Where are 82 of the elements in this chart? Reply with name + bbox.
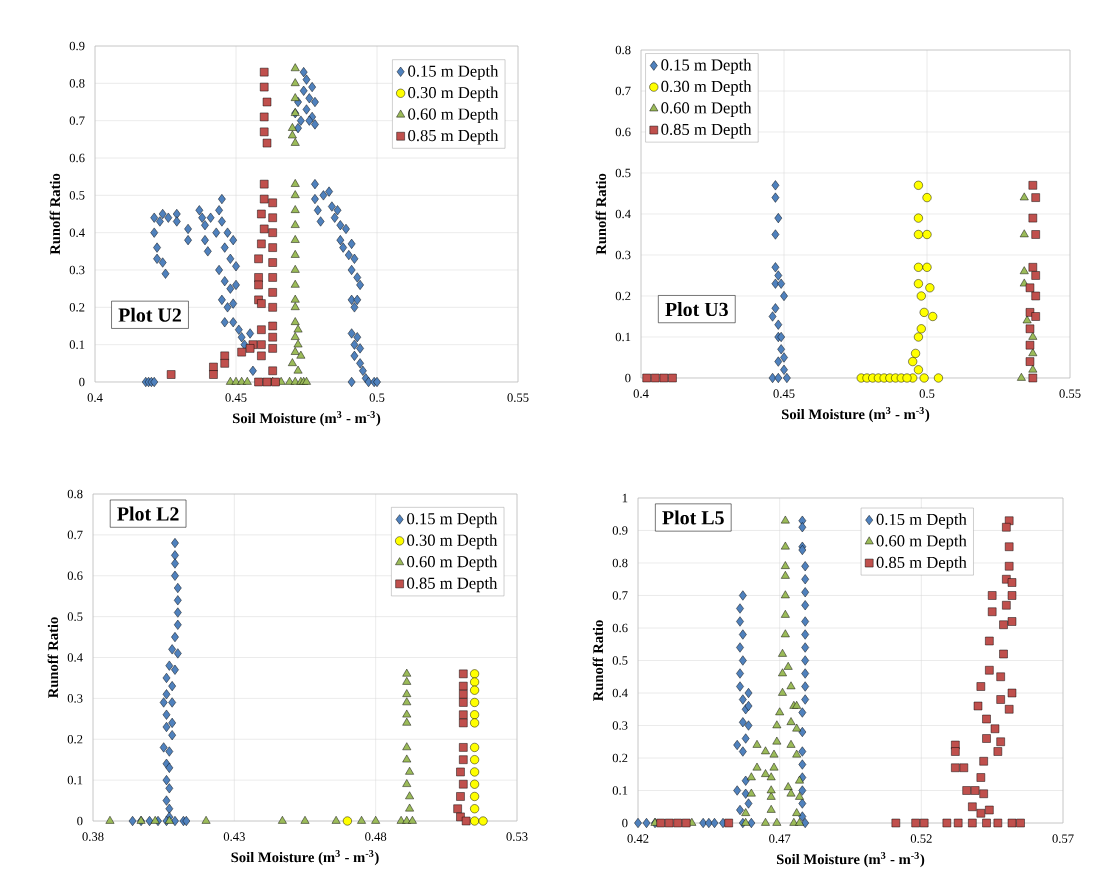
- legend-label: 0.30 m Depth: [407, 534, 498, 550]
- y-tick-label: 0.4: [615, 209, 631, 219]
- y-tick-label: 0.8: [69, 79, 85, 88]
- legend-label: 0.30 m Depth: [661, 80, 752, 96]
- x-tick-label: 0.42: [627, 834, 649, 843]
- y-axis-title: Runoff Ratio: [47, 617, 59, 699]
- x-tick-label: 0.5: [919, 389, 935, 398]
- y-tick-label: 0: [625, 373, 631, 383]
- annotation: Plot U2: [118, 307, 181, 322]
- y-tick-label: 0.5: [69, 191, 85, 200]
- y-tick-label: 0: [79, 377, 85, 387]
- y-tick-label: 0.6: [69, 153, 85, 163]
- x-axis-title: Soil Moisture (m$^{3}$ - m$^{-3}$): [232, 411, 381, 427]
- y-axis-title: Runoff Ratio: [49, 173, 61, 255]
- y-tick-label: 0.4: [612, 688, 628, 698]
- y-tick-label: 0.4: [67, 653, 83, 662]
- legend-label: 0.85 m Depth: [407, 577, 498, 593]
- y-tick-label: 0.1: [67, 775, 83, 785]
- x-tick-label: 0.43: [223, 832, 245, 841]
- legend-label: 0.15 m Depth: [661, 58, 752, 74]
- y-tick-label: 0.9: [612, 526, 628, 535]
- y-tick-label: 0.6: [67, 571, 83, 581]
- y-tick-label: 0.7: [67, 530, 83, 540]
- y-tick-label: 0.6: [612, 623, 628, 633]
- y-tick-label: 0.3: [615, 250, 631, 260]
- y-tick-label: 0.2: [69, 303, 85, 312]
- legend-label: 0.60 m Depth: [407, 555, 498, 571]
- y-tick-label: 0.3: [67, 694, 83, 703]
- legend-label: 0.15 m Depth: [876, 513, 967, 529]
- x-tick-label: 0.48: [365, 832, 387, 841]
- x-axis-title: Soil Moisture (m$^{3}$ - m$^{-3}$): [231, 850, 379, 866]
- legend-label: 0.30 m Depth: [408, 86, 499, 102]
- annotation: Plot L5: [662, 510, 724, 525]
- y-tick-label: 0.8: [67, 489, 83, 499]
- y-tick-label: 0.7: [69, 116, 85, 125]
- x-tick-label: 0.47: [769, 834, 791, 843]
- y-tick-label: 0.5: [612, 656, 628, 665]
- x-tick-label: 0.55: [507, 393, 529, 402]
- x-tick-label: 0.45: [773, 389, 795, 398]
- x-tick-label: 0.55: [1059, 389, 1081, 398]
- y-tick-label: 0: [622, 818, 628, 828]
- y-tick-label: 0.3: [69, 265, 85, 275]
- x-tick-label: 0.57: [1052, 834, 1074, 843]
- y-tick-label: 1: [622, 493, 628, 503]
- y-tick-label: 0.7: [615, 86, 631, 96]
- x-tick-label: 0.4: [87, 393, 103, 402]
- legend-label: 0.85 m Depth: [661, 123, 752, 139]
- legend-label: 0.60 m Depth: [408, 107, 499, 124]
- y-tick-label: 0.1: [615, 332, 631, 342]
- x-tick-label: 0.45: [225, 393, 247, 402]
- y-tick-label: 0.6: [615, 127, 631, 137]
- y-tick-label: 0.5: [615, 168, 631, 178]
- y-tick-label: 0.7: [612, 591, 628, 600]
- y-tick-label: 0.8: [612, 558, 628, 568]
- y-tick-label: 0.2: [67, 734, 83, 744]
- y-tick-label: 0.4: [69, 228, 85, 237]
- x-tick-label: 0.53: [506, 832, 528, 841]
- y-tick-label: 0.3: [612, 721, 628, 730]
- legend-label: 0.85 m Depth: [876, 556, 967, 572]
- x-tick-label: 0.4: [633, 389, 649, 398]
- y-axis-title: Runoff Ratio: [595, 173, 607, 255]
- legend-label: 0.85 m Depth: [408, 129, 499, 145]
- x-tick-label: 0.52: [910, 834, 932, 843]
- x-tick-label: 0.38: [82, 832, 104, 841]
- x-axis-title: Soil Moisture (m$^{3}$ - m$^{-3}$): [781, 407, 930, 423]
- y-tick-label: 0.8: [615, 45, 631, 55]
- y-tick-label: 0.2: [615, 291, 631, 301]
- y-tick-label: 0.1: [69, 340, 85, 349]
- legend-label: 0.15 m Depth: [408, 65, 499, 81]
- y-tick-label: 0: [77, 816, 83, 826]
- legend-label: 0.60 m Depth: [876, 534, 967, 550]
- y-tick-label: 0.9: [69, 41, 85, 51]
- x-tick-label: 0.5: [369, 393, 385, 402]
- y-tick-label: 0.5: [67, 612, 83, 621]
- annotation: Plot L2: [117, 506, 179, 521]
- annotation: Plot U3: [665, 302, 728, 317]
- y-tick-label: 0.2: [612, 753, 628, 763]
- x-axis-title: Soil Moisture (m$^{3}$ - m$^{-3}$): [776, 852, 925, 868]
- y-tick-label: 0.1: [612, 786, 628, 795]
- y-axis-title: Runoff Ratio: [592, 620, 604, 702]
- legend-label: 0.60 m Depth: [661, 101, 752, 117]
- legend-label: 0.15 m Depth: [407, 512, 498, 528]
